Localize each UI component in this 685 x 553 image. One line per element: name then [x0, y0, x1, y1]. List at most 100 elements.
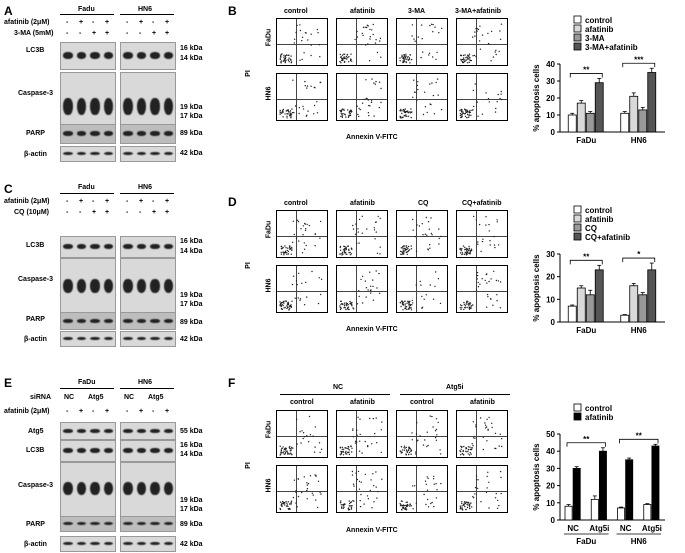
blot-band	[163, 481, 173, 496]
gate-line	[476, 466, 477, 512]
kda-marker: 17 kDa	[180, 506, 203, 513]
blot-band	[150, 336, 160, 341]
blot-lc3b	[60, 236, 116, 258]
bar	[590, 498, 599, 521]
y-tick-label: 0	[551, 318, 556, 327]
flow-plot	[456, 465, 508, 513]
gate-line	[337, 44, 387, 46]
bar	[576, 102, 586, 133]
gate-line	[356, 466, 357, 512]
bar	[585, 294, 595, 323]
blot-atg5	[60, 422, 116, 440]
scatter-dots	[339, 215, 381, 256]
blot-band	[136, 97, 146, 115]
legend-label: 3-MA+afatinib	[585, 43, 638, 52]
blot-band	[63, 521, 73, 526]
gate-line	[397, 99, 447, 101]
blot-band	[90, 336, 100, 341]
blot-label-actin: β-actin	[24, 336, 47, 343]
sign: -	[126, 209, 129, 216]
x-axis-label: Annexin V-FITC	[346, 134, 398, 141]
gate-line	[416, 466, 417, 512]
flow-plot	[336, 73, 388, 121]
y-tick-label: 50	[546, 430, 555, 439]
y-tick-label: 40	[546, 447, 555, 456]
y-tick-label: 20	[546, 482, 555, 491]
gate-line	[337, 236, 387, 238]
flow-plot	[456, 210, 508, 258]
legend-swatch	[573, 205, 582, 214]
row-label: HN6	[265, 278, 273, 293]
panel-label-e: E	[4, 376, 13, 390]
blot-band	[163, 448, 173, 453]
flow-plot	[456, 410, 508, 458]
bar	[572, 468, 581, 521]
flow-plot	[336, 210, 388, 258]
kda-marker: 89 kDa	[180, 130, 203, 137]
blot-band	[76, 131, 86, 136]
divider	[120, 14, 174, 15]
sign: -	[92, 19, 95, 26]
sign: +	[79, 198, 84, 205]
blot-actin	[60, 331, 116, 347]
sirna-label: siRNA	[30, 394, 52, 401]
blot-band	[76, 278, 86, 293]
scatter-dots	[279, 415, 323, 456]
blot-band	[123, 318, 133, 323]
significance-bracket	[566, 442, 606, 447]
flow-plot	[336, 410, 388, 458]
flow-plot	[276, 465, 328, 513]
y-axis-label: PI	[244, 70, 252, 77]
blot-band	[103, 318, 113, 323]
gate-line	[457, 291, 507, 293]
blot-band	[136, 541, 146, 546]
gate-line	[397, 491, 447, 493]
legend-label: afatinib	[585, 413, 614, 422]
condition-label: control	[290, 399, 314, 406]
blot-parp	[120, 312, 176, 330]
cell-line-label: Fadu	[78, 184, 95, 191]
kda-marker: 42 kDa	[180, 541, 203, 548]
scatter-dots	[399, 415, 442, 456]
blot-band	[63, 52, 73, 59]
significance-label: **	[583, 435, 590, 444]
blot-band	[90, 448, 100, 453]
treatment-label: 3-MA (5mM)	[14, 30, 54, 37]
blot-band	[63, 448, 73, 453]
gate-line	[457, 491, 507, 493]
x-tick-label: HN6	[631, 136, 648, 145]
blot-band	[90, 278, 100, 293]
gate-line	[296, 211, 297, 257]
flow-plot	[456, 265, 508, 313]
row-label: HN6	[265, 478, 273, 493]
group-label: HN6	[631, 537, 648, 546]
bar	[567, 305, 577, 323]
flow-plot	[276, 410, 328, 458]
blot-band	[150, 52, 160, 59]
sign: +	[105, 209, 110, 216]
bar	[647, 269, 657, 323]
scatter-dots	[339, 470, 383, 511]
cell-line-label: HN6	[138, 6, 153, 13]
blot-band	[123, 336, 133, 341]
sign: -	[66, 19, 69, 26]
legend-label: 3-MA	[585, 34, 605, 43]
blot-band	[63, 97, 73, 115]
blot-band	[123, 428, 133, 433]
legend-swatch	[573, 223, 582, 232]
blot-band	[76, 541, 86, 546]
significance-bracket	[622, 257, 656, 263]
gate-line	[337, 291, 387, 293]
kda-marker: 42 kDa	[180, 336, 203, 343]
significance-bracket	[619, 438, 659, 444]
blot-band	[150, 521, 160, 526]
blot-band	[103, 428, 113, 433]
scatter-dots	[339, 78, 382, 119]
blot-band	[123, 131, 133, 136]
blot-band	[136, 131, 146, 136]
legend-swatch	[573, 24, 582, 33]
cell-line-label: Fadu	[78, 6, 95, 13]
scatter-dots	[399, 23, 443, 64]
blot-band	[163, 244, 173, 249]
